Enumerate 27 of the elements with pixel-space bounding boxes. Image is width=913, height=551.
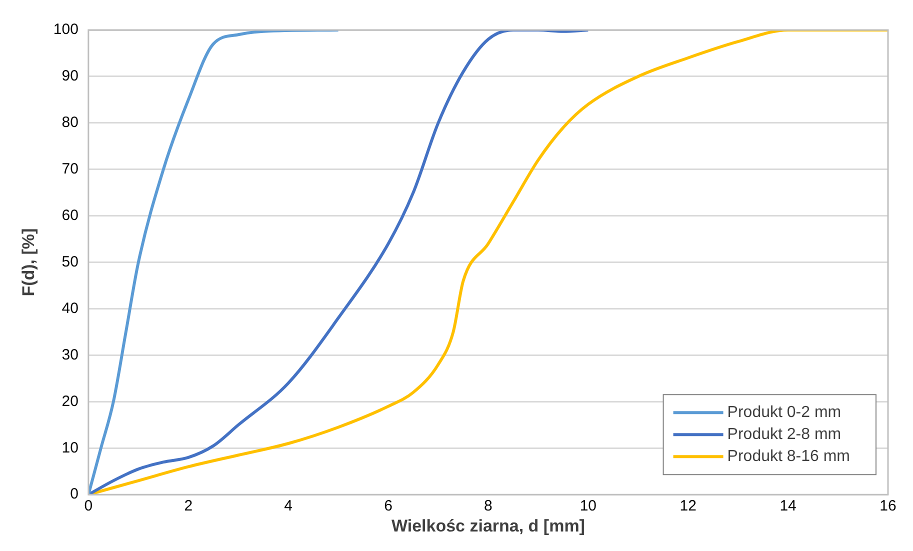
- line-series: [88, 30, 340, 495]
- y-tick-label: 10: [62, 439, 78, 456]
- y-tick-label: 30: [62, 346, 78, 364]
- x-tick-label: 8: [484, 498, 492, 515]
- y-tick-label: 0: [70, 486, 78, 503]
- x-tick-label: 10: [580, 498, 597, 515]
- y-tick-label: 60: [62, 206, 78, 224]
- line-series: [88, 30, 590, 495]
- y-tick-label: 20: [62, 392, 78, 410]
- x-tick-label: 2: [184, 498, 193, 515]
- y-tick-label: 80: [62, 114, 78, 132]
- y-tick-label: 40: [62, 300, 78, 317]
- x-tick-label: 14: [780, 498, 796, 515]
- x-tick-label: 4: [284, 498, 292, 515]
- x-axis-title: Wielkośc ziarna, d [mm]: [391, 516, 585, 536]
- legend-label: Produkt 2-8 mm: [727, 426, 842, 444]
- y-tick-label: 90: [62, 68, 78, 85]
- x-tick-label: 0: [84, 498, 93, 515]
- x-tick-label: 16: [880, 498, 896, 515]
- legend-label: Produkt 8-16 mm: [727, 448, 850, 466]
- x-tick-label: 12: [680, 498, 696, 515]
- y-tick-label: 70: [62, 160, 78, 178]
- legend-label: Produkt 0-2 mm: [727, 404, 842, 422]
- y-axis-title: F(d), [%]: [18, 228, 38, 296]
- y-tick-label: 50: [62, 253, 78, 270]
- y-tick-label: 100: [53, 21, 78, 38]
- x-tick-label: 6: [384, 498, 392, 515]
